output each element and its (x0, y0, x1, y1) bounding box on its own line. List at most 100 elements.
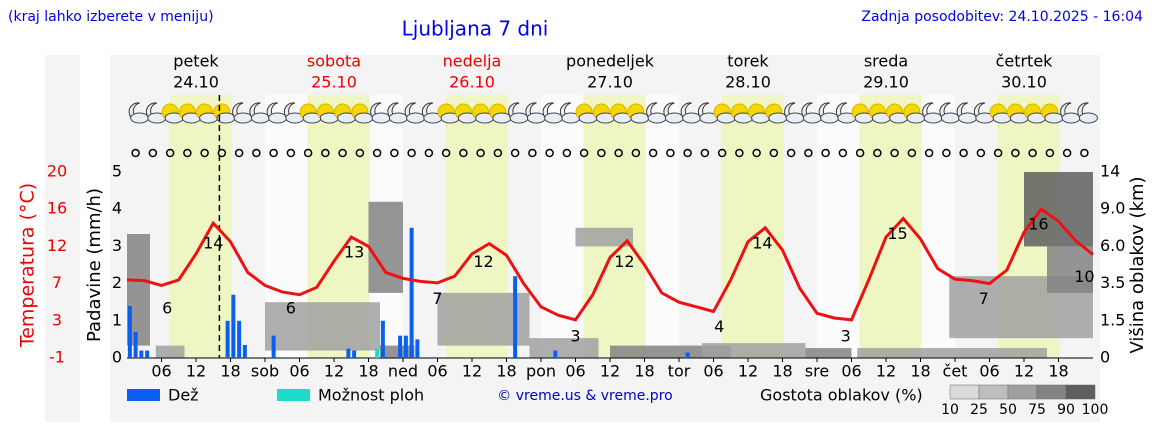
weather-icon (213, 103, 236, 124)
wind-calm (752, 148, 761, 158)
wind-calm (183, 148, 192, 158)
temp-label: 13 (344, 243, 364, 262)
day-name: nedelja (443, 52, 502, 71)
day-name: ponedeljek (566, 52, 655, 71)
cloud (354, 112, 374, 124)
temp-tick-label: 16 (47, 199, 67, 218)
wind-calm (390, 148, 399, 158)
left-panel (45, 55, 80, 422)
cloud-legend-tick: 10 (941, 402, 959, 418)
temp-label: 12 (614, 252, 634, 271)
wind-calm (1045, 148, 1055, 158)
cloud (268, 112, 288, 124)
cloud-density (1047, 246, 1093, 293)
weather-icon (730, 103, 753, 124)
weather-icon (713, 103, 736, 124)
weather-icon (161, 103, 184, 124)
weather-icon (1077, 102, 1098, 124)
x-tick-label: čet (943, 362, 968, 381)
x-tick-label: 18 (634, 362, 654, 381)
cloud (1078, 112, 1098, 124)
x-tick-label: 18 (496, 362, 516, 381)
cloud (906, 112, 926, 124)
weather-icon (784, 102, 805, 124)
wind-calm (907, 148, 917, 158)
temp-tick-label: 3 (52, 310, 62, 329)
cloud (406, 112, 426, 124)
precip-bar (380, 320, 385, 358)
x-tick-label: tor (668, 362, 691, 381)
cloud-legend-swatch (1065, 384, 1096, 400)
precip-bar (375, 348, 380, 358)
weather-icon (922, 102, 943, 124)
x-tick-label: 18 (772, 362, 792, 381)
wind-calm (924, 148, 934, 158)
cloud-density (155, 345, 185, 358)
wind-calm (269, 148, 278, 158)
weather-icon (627, 103, 650, 124)
cloud-density (265, 302, 380, 351)
y-tick-label: 5 (112, 162, 122, 181)
weather-icon (989, 103, 1012, 124)
precip-bar (231, 294, 236, 358)
temp-label: 14 (203, 233, 223, 252)
wind-calm (648, 148, 658, 158)
y2-tick-label: 14 (1100, 162, 1120, 181)
weather-icon (351, 103, 374, 124)
credit[interactable]: © vreme.us & vreme.pro (497, 388, 672, 404)
weather-icon (646, 102, 667, 124)
cloud-legend-tick: 100 (1082, 402, 1109, 418)
x-tick-label: 18 (220, 362, 240, 381)
cloud-density (127, 234, 150, 346)
precip-bar (513, 276, 518, 358)
cloud-density (1024, 172, 1093, 247)
wind-calm (993, 148, 1003, 158)
cloud (1044, 112, 1064, 124)
wind-calm (597, 148, 606, 158)
weather-icon (818, 102, 840, 124)
weather-icon (128, 102, 150, 124)
temp-label: 3 (841, 326, 851, 345)
wind-calm (510, 148, 520, 158)
cloud (785, 112, 805, 124)
hint[interactable]: (kraj lahko izberete v meniju) (8, 9, 214, 25)
weather-icon (801, 102, 822, 124)
precip-bar (237, 320, 242, 358)
wind-calm (528, 148, 537, 158)
wind-calm (200, 148, 209, 158)
cloud (664, 112, 684, 124)
wind-calm (942, 148, 951, 158)
x-tick-label: 18 (358, 362, 378, 381)
cloud-density (702, 343, 806, 358)
cloud (526, 112, 546, 124)
y2-tick-label: 3.5 (1100, 273, 1125, 292)
weather-icon (266, 102, 288, 124)
wind-calm (959, 148, 968, 158)
temp-tick-label: 20 (47, 162, 67, 181)
wind-calm (804, 148, 813, 158)
temp-label: 10 (1074, 267, 1094, 286)
precip-bar (133, 331, 138, 358)
wind-calm (441, 148, 451, 158)
weather-icon (508, 102, 529, 124)
cloud-legend-title: Gostota oblakov (%) (760, 386, 923, 405)
weather-icon (886, 103, 909, 124)
x-tick-label: sob (251, 362, 279, 381)
temp-label: 3 (570, 326, 580, 345)
wind-calm (683, 148, 692, 158)
cloud-density (368, 201, 403, 293)
cloud (630, 112, 650, 124)
legend-swatch (127, 389, 160, 401)
precip-bar (415, 339, 420, 358)
y-axis-title: Padavine (mm/h) (84, 188, 105, 342)
day-name: sreda (864, 52, 908, 71)
cloud (820, 112, 840, 124)
cloud (544, 112, 564, 124)
wind-calm (148, 148, 158, 158)
day-name: torek (727, 52, 769, 71)
cloud-legend-tick: 50 (999, 402, 1017, 418)
weather-icon (525, 102, 546, 124)
x-tick-label: 12 (462, 362, 482, 381)
temp-label: 12 (473, 252, 493, 271)
